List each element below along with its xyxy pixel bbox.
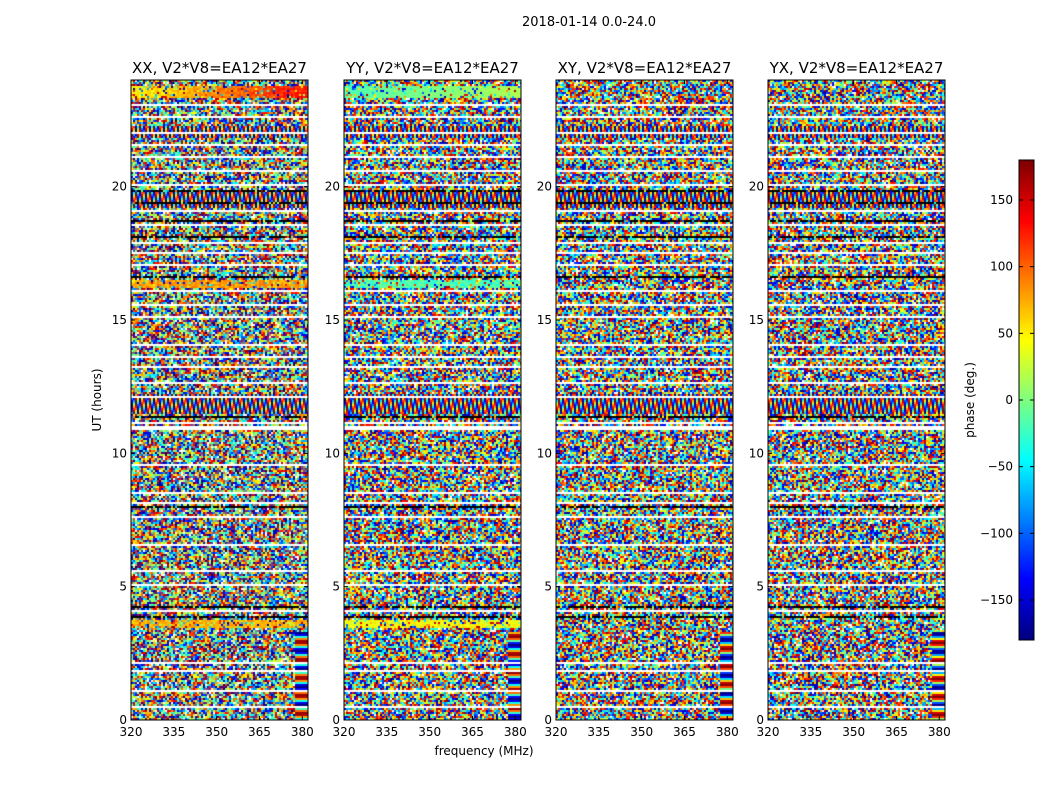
y-tick-label: 20 (749, 180, 764, 194)
y-axis-label: UT (hours) (90, 368, 104, 431)
x-tick-label: 365 (248, 725, 271, 739)
x-tick-label: 350 (842, 725, 865, 739)
x-tick-label: 365 (673, 725, 696, 739)
colorbar-label: phase (deg.) (963, 362, 977, 438)
y-tick-label: 5 (332, 580, 340, 594)
panel-title: YY, V2*V8=EA12*EA27 (345, 59, 519, 77)
y-tick-label: 20 (325, 180, 340, 194)
y-tick-label: 5 (544, 580, 552, 594)
y-tick-label: 5 (119, 580, 127, 594)
y-tick-label: 0 (756, 713, 764, 727)
colorbar: −150 −100 −50 0 50 100 150 (980, 159, 1035, 641)
y-tick-label: 10 (325, 446, 340, 460)
y-tick-label: 10 (749, 446, 764, 460)
x-tick-label: 380 (716, 725, 739, 739)
x-axis-label: frequency (MHz) (434, 744, 533, 758)
y-tick-label: 10 (537, 446, 552, 460)
heatmap-yy (344, 80, 521, 720)
figure-suptitle: 2018-01-14 0.0-24.0 (522, 15, 656, 30)
panel-xx: XX, V2*V8=EA12*EA27 320 335 350 365 380 0 5 10 15… (112, 59, 314, 739)
x-tick-label: 335 (375, 725, 398, 739)
colorbar-tick-label: −150 (980, 593, 1013, 607)
panel-title: XY, V2*V8=EA12*EA27 (558, 59, 732, 77)
y-tick-label: 5 (756, 580, 764, 594)
panel-frame (130, 79, 309, 721)
y-tick-label: 15 (537, 313, 552, 327)
panel-frame (555, 79, 734, 721)
y-tick-label: 10 (112, 446, 127, 460)
x-tick-label: 335 (799, 725, 822, 739)
colorbar-tick-label: −100 (980, 526, 1013, 540)
panel-yy: YY, V2*V8=EA12*EA27 320 335 350 365 380 0 5 10 15… (325, 59, 527, 739)
y-tick-label: 0 (332, 713, 340, 727)
x-tick-label: 380 (928, 725, 951, 739)
x-tick-label: 320 (545, 725, 568, 739)
x-tick-label: 380 (291, 725, 314, 739)
panel-title: YX, V2*V8=EA12*EA27 (769, 59, 944, 77)
y-tick-label: 0 (119, 713, 127, 727)
y-tick-label: 0 (544, 713, 552, 727)
x-tick-label: 380 (504, 725, 527, 739)
heatmap-yx (768, 80, 945, 720)
y-tick-label: 15 (749, 313, 764, 327)
x-tick-label: 320 (333, 725, 356, 739)
panel-yx: YX, V2*V8=EA12*EA27 320 335 350 365 380 0 5 10 15… (749, 59, 951, 739)
panel-xy: XY, V2*V8=EA12*EA27 320 335 350 365 380 0 5 10 15… (537, 59, 739, 739)
x-tick-label: 350 (418, 725, 441, 739)
y-tick-label: 15 (112, 313, 127, 327)
colorbar-gradient (1019, 160, 1034, 640)
panel-frame (767, 79, 946, 721)
heatmap-xy (556, 80, 733, 720)
x-tick-label: 365 (885, 725, 908, 739)
colorbar-tick-label: 100 (990, 260, 1013, 274)
heatmap-xx (131, 80, 308, 720)
x-tick-label: 365 (461, 725, 484, 739)
x-tick-label: 320 (120, 725, 143, 739)
colorbar-tick-label: 50 (998, 326, 1013, 340)
colorbar-tick-label: 0 (1005, 393, 1013, 407)
colorbar-tick-label: −50 (988, 460, 1013, 474)
x-tick-label: 335 (162, 725, 185, 739)
y-tick-label: 15 (325, 313, 340, 327)
y-tick-label: 20 (537, 180, 552, 194)
colorbar-tick-label: 150 (990, 193, 1013, 207)
panels: XX, V2*V8=EA12*EA27 320 335 350 365 380 0 5 10 15… (112, 59, 951, 739)
x-tick-label: 350 (630, 725, 653, 739)
x-tick-label: 320 (757, 725, 780, 739)
panel-title: XX, V2*V8=EA12*EA27 (132, 59, 307, 77)
x-tick-label: 335 (587, 725, 610, 739)
y-tick-label: 20 (112, 180, 127, 194)
panel-frame (343, 79, 522, 721)
x-tick-label: 350 (205, 725, 228, 739)
